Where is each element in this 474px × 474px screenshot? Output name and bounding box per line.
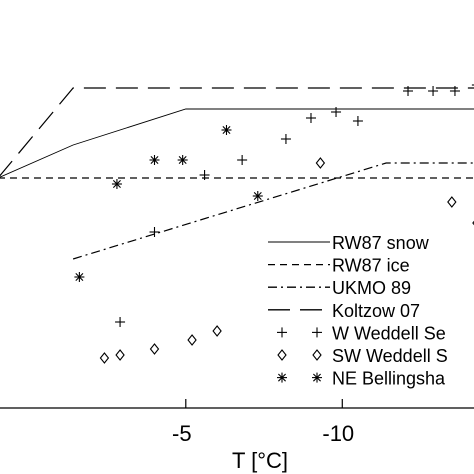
point-plus <box>331 107 342 117</box>
observation-points <box>74 84 474 364</box>
point-plus <box>149 227 160 237</box>
legend-item: NE Bellingsha <box>277 369 446 389</box>
point-diamond <box>315 157 326 169</box>
legend-marker <box>312 349 322 361</box>
point-plus <box>403 86 414 96</box>
x-tick-label: -5 <box>172 421 192 446</box>
legend-marker <box>277 349 287 361</box>
legend-item: RW87 ice <box>268 256 410 276</box>
legend-marker <box>277 327 287 338</box>
x-tick-label: -10 <box>322 421 354 446</box>
point-plus <box>428 86 439 96</box>
legend-label: Koltzow 07 <box>332 301 420 321</box>
point-diamond <box>212 325 222 337</box>
x-ticks: -5 -10 <box>172 399 354 446</box>
point-diamond <box>149 343 160 355</box>
point-diamond <box>447 196 457 208</box>
legend-label: W Weddell Se <box>332 323 446 343</box>
point-plus <box>280 134 291 144</box>
legend-item: UKMO 89 <box>268 278 411 298</box>
legend-label: SW Weddell S <box>332 346 448 366</box>
legend-marker <box>277 372 287 383</box>
legend-item: SW Weddell S <box>277 346 448 366</box>
legend-label: NE Bellingsha <box>332 369 446 389</box>
x-axis-label: T [°C] <box>232 448 288 473</box>
point-asterisk <box>149 155 160 165</box>
point-plus <box>199 170 210 180</box>
model-lines <box>0 87 474 260</box>
point-asterisk <box>177 155 188 165</box>
point-plus <box>115 317 126 327</box>
legend-item: RW87 snow <box>268 233 430 253</box>
point-plus <box>352 116 363 126</box>
point-plus <box>305 113 316 123</box>
legend-box <box>232 228 474 382</box>
line-koltzow-07 <box>0 87 474 177</box>
point-plus <box>449 86 460 96</box>
legend-marker <box>312 372 322 383</box>
legend-label: UKMO 89 <box>332 278 411 298</box>
point-diamond <box>115 349 125 361</box>
point-diamond <box>99 352 110 364</box>
legend-item: Koltzow 07 <box>268 301 420 321</box>
point-asterisk <box>74 272 85 282</box>
point-asterisk <box>221 125 232 135</box>
line-ukmo-89 <box>72 162 474 260</box>
point-plus <box>237 155 248 165</box>
line-rw87-snow <box>0 108 474 178</box>
legend-item: W Weddell Se <box>277 323 446 343</box>
point-asterisk <box>111 179 122 189</box>
legend-marker <box>312 327 322 338</box>
legend-label: RW87 snow <box>332 233 430 253</box>
point-asterisk <box>252 191 263 201</box>
point-diamond <box>187 334 197 346</box>
legend-label: RW87 ice <box>332 256 410 276</box>
